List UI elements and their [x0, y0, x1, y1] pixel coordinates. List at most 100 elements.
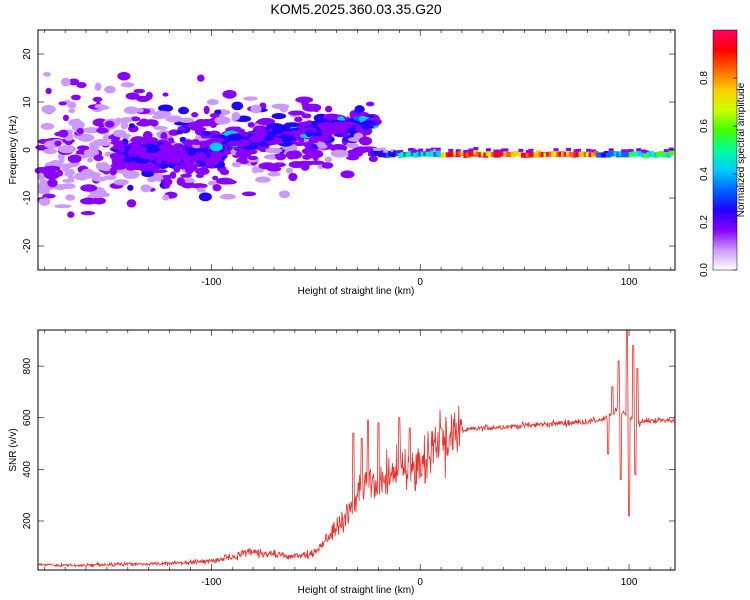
spectrogram-cell [413, 152, 419, 158]
spectrogram-cell [588, 152, 594, 158]
spectrogram-cell [58, 101, 67, 106]
spectrogram-cell [443, 152, 449, 158]
spectrogram-cell [341, 121, 351, 130]
spectrogram-cell [285, 167, 294, 174]
spectrogram-cell [583, 152, 589, 158]
spectrogram-cell [77, 133, 95, 142]
spectrogram-cell [180, 173, 192, 178]
spectrogram-cell [148, 137, 159, 144]
spectrogram-cell [58, 156, 65, 164]
spectrogram-cell [510, 152, 516, 158]
spectrogram-cell [520, 152, 526, 158]
spectrogram-cell [518, 148, 524, 152]
spectrogram-cell [548, 151, 554, 157]
spectrogram-cell [658, 151, 664, 157]
spectrogram-cell [316, 135, 328, 142]
spectrogram-cell [433, 148, 439, 152]
colorbar-gradient [712, 29, 738, 271]
spectrogram-cell [54, 204, 72, 209]
spectrogram-cell [435, 147, 441, 151]
x-tick-label: 0 [417, 277, 423, 288]
spectrogram-cell [608, 151, 614, 157]
spectrogram-cell [591, 152, 597, 158]
spectrogram-cell [362, 120, 378, 126]
spectrogram-cell [668, 150, 674, 156]
spectrogram-cell [168, 129, 180, 136]
spectrogram-cell [530, 152, 536, 158]
spectrogram-cell [450, 151, 456, 157]
spectrogram-cell [608, 148, 614, 152]
spectrogram-cell [405, 152, 411, 158]
spectrogram-cell [470, 151, 476, 157]
spectrogram-cell [525, 152, 531, 158]
spectrogram-cells [34, 71, 674, 218]
colorbar: 0.0 0.2 0.4 0.6 0.8 Normalized spectral ampl… [699, 29, 747, 277]
spectrogram-cell [368, 151, 374, 157]
spectrogram-cell [183, 177, 195, 183]
spectrogram-cell [286, 151, 298, 157]
spectrogram-cell [375, 150, 381, 156]
spectrogram-cell [147, 177, 156, 183]
spectrogram-cell [566, 147, 572, 151]
spectrogram-cell [136, 108, 144, 113]
colorbar-tick-label: 0.4 [699, 167, 710, 181]
spectrogram-cell [576, 148, 582, 152]
spectrogram-cell [271, 125, 286, 134]
spectrogram-cell [92, 96, 103, 103]
spectrogram-cell [533, 152, 539, 158]
spectrogram-cell [144, 163, 155, 168]
spectrogram-cell [368, 155, 378, 163]
spectrogram-cell [231, 101, 244, 111]
spectrogram-cell [390, 149, 396, 153]
spectrogram-cell [42, 71, 51, 77]
spectrogram-cell [271, 113, 287, 120]
spectrogram-cell [623, 152, 629, 158]
spectrogram-xlabel: Height of straight line (km) [298, 286, 415, 297]
spectrogram-cell [271, 103, 290, 110]
spectrogram-cell [198, 161, 206, 167]
spectrogram-cell [626, 149, 632, 153]
spectrogram-cell [87, 193, 106, 199]
spectrogram-cell [321, 129, 330, 136]
spectrogram-cell [275, 153, 286, 161]
spectrogram-cell [440, 152, 446, 158]
spectrogram-cell [124, 158, 133, 163]
y-tick-label: 600 [22, 409, 33, 426]
spectrogram-cell [430, 150, 436, 156]
spectrogram-cell [301, 147, 318, 155]
spectrogram-cell [130, 116, 141, 122]
spectrogram-cell [488, 151, 494, 157]
spectrogram-cell [120, 121, 129, 130]
spectrogram-cell [176, 177, 185, 186]
spectrogram-cell [125, 92, 140, 100]
spectrogram-cell [38, 197, 51, 206]
spectrogram-cell [38, 172, 45, 181]
spectrogram-cell [160, 132, 168, 141]
spectrogram-cell [136, 121, 152, 127]
spectrogram-cell [566, 150, 572, 156]
spectrogram-cell [158, 143, 175, 151]
spectrogram-cell [586, 148, 592, 152]
spectrogram-cell [209, 113, 220, 118]
spectrogram-cell [284, 122, 291, 132]
spectrogram-cell [636, 148, 642, 152]
spectrogram-cell [41, 104, 56, 114]
spectrogram-cell [408, 147, 414, 151]
spectrogram-cell [616, 152, 622, 158]
spectrogram-cell [380, 150, 386, 156]
spectrogram-cell [120, 82, 135, 88]
spectrogram-cell [578, 151, 584, 157]
spectrogram-cell [553, 151, 559, 157]
spectrogram-cell [518, 151, 524, 157]
spectrogram-cell [112, 129, 127, 138]
spectrogram-cell [528, 151, 534, 157]
spectrogram-cell [410, 148, 416, 152]
spectrogram-cell [473, 147, 479, 151]
spectrogram-cell [222, 89, 237, 99]
spectrogram-cell [641, 149, 647, 153]
spectrogram-cell [561, 152, 567, 158]
spectrogram-cell [91, 176, 107, 182]
spectrogram-cell [136, 146, 147, 154]
y-tick-label: 20 [22, 48, 33, 60]
